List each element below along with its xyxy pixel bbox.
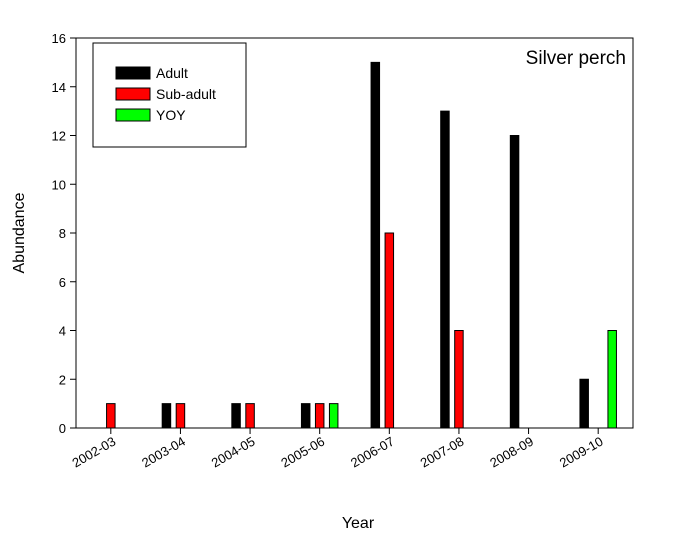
x-tick-label: 2009-10 [557, 434, 606, 471]
bar-adult-2009-10 [579, 378, 589, 429]
x-tick-label: 2006-07 [348, 434, 397, 471]
bar-sub-adult-2004-05 [245, 403, 255, 429]
y-tick-label: 6 [59, 275, 66, 290]
y-tick-label: 10 [52, 177, 66, 192]
legend-label-sub-adult: Sub-adult [156, 86, 216, 102]
y-tick-label: 4 [59, 324, 66, 339]
y-tick-label: 0 [59, 421, 66, 436]
y-tick-label: 2 [59, 372, 66, 387]
y-tick-label: 12 [52, 129, 66, 144]
legend-swatch-sub-adult [115, 87, 151, 101]
bar-yoy-2009-10 [607, 330, 617, 429]
x-tick-label: 2005-06 [278, 434, 327, 471]
y-tick-label: 14 [52, 80, 66, 95]
legend-swatch-yoy [115, 108, 151, 122]
x-axis-title: Year [342, 515, 375, 532]
x-tick-label: 2008-09 [487, 434, 536, 471]
bar-sub-adult-2007-08 [454, 330, 464, 429]
x-tick-label: 2003-04 [139, 434, 188, 471]
legend-label-yoy: YOY [156, 107, 186, 123]
bar-adult-2004-05 [231, 403, 241, 429]
y-axis-title: Abundance [11, 192, 28, 273]
legend-swatch-adult [115, 66, 151, 80]
bar-adult-2003-04 [161, 403, 172, 429]
bar-adult-2007-08 [440, 110, 450, 429]
x-tick-label: 2007-08 [418, 434, 467, 471]
legend-label-adult: Adult [156, 65, 188, 81]
bar-adult-2005-06 [300, 403, 311, 429]
y-tick-label: 8 [59, 226, 66, 241]
bar-sub-adult-2006-07 [384, 232, 395, 429]
bar-sub-adult-2002-03 [106, 403, 116, 429]
x-tick-label: 2004-05 [209, 434, 258, 471]
chart-title: Silver perch [526, 48, 626, 69]
bar-yoy-2005-06 [328, 403, 339, 429]
y-tick-label: 16 [52, 31, 66, 46]
bar-sub-adult-2003-04 [175, 403, 186, 429]
bar-adult-2006-07 [370, 61, 381, 429]
x-tick-label: 2002-03 [69, 434, 118, 471]
bar-sub-adult-2005-06 [314, 403, 325, 429]
bar-adult-2008-09 [509, 135, 520, 429]
